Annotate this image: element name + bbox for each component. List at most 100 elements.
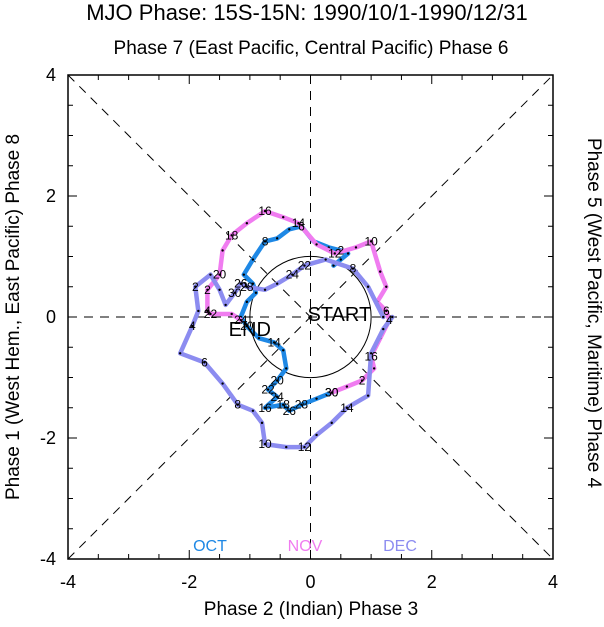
data-point-dec [178, 352, 182, 355]
day-label-oct: 26 [283, 404, 297, 418]
day-label-dec: 14 [340, 401, 354, 415]
day-label-nov: 16 [258, 204, 272, 218]
x-tick-label: -4 [60, 572, 76, 592]
day-label-dec: 22 [298, 259, 312, 273]
day-label-nov: 20 [213, 268, 227, 282]
data-point-oct [332, 264, 335, 267]
data-point-dec [315, 433, 318, 437]
top-axis-label: Phase 7 (East Pacific, Central Pacific) … [114, 38, 509, 59]
day-label-oct: 6 [298, 219, 305, 233]
data-point-dec [391, 315, 394, 319]
data-point-dec [260, 421, 264, 425]
data-point-nov [230, 234, 233, 237]
data-point-dec [203, 361, 206, 364]
data-point-nov [209, 312, 212, 316]
data-point-dec [236, 403, 239, 406]
x-tick-label: -2 [181, 572, 197, 592]
left-axis-label: Phase 1 (West Hem., East Pacific) Phase … [3, 134, 24, 500]
data-point-dec [324, 258, 327, 261]
data-point-nov [379, 270, 382, 273]
day-label-oct: 24 [270, 390, 284, 404]
day-label-oct: 22 [261, 383, 275, 397]
data-point-dec [285, 445, 288, 449]
data-point-oct [285, 367, 288, 370]
data-point-oct [263, 240, 267, 243]
data-point-nov [263, 209, 267, 213]
data-point-nov [230, 312, 233, 316]
data-point-nov [297, 222, 300, 225]
data-point-dec [382, 315, 385, 319]
data-point-dec [218, 288, 221, 291]
day-label-oct: 14 [267, 335, 281, 349]
data-point-oct [275, 237, 279, 240]
day-label-nov: 12 [328, 246, 342, 260]
day-label-dec: 8 [234, 398, 241, 412]
bottom-axis-label: Phase 2 (Indian) Phase 3 [204, 599, 418, 620]
x-tick-label: 4 [548, 572, 558, 592]
day-label-dec: 4 [189, 319, 196, 333]
day-label-nov: 4 [386, 313, 393, 327]
right-axis-label: Phase 5 (West Pacific, Maritime) Phase 4 [583, 138, 604, 489]
data-point-nov [360, 379, 364, 382]
day-label-oct: 2 [337, 243, 344, 257]
day-label-nov: 2 [359, 374, 366, 388]
end-label: END [229, 319, 271, 341]
data-point-oct [282, 349, 285, 352]
data-point-nov [221, 249, 224, 252]
data-point-dec [263, 442, 267, 446]
day-label-dec: 28 [240, 280, 254, 294]
day-label-dec: 2 [192, 280, 199, 294]
data-point-oct [266, 388, 270, 391]
data-point-oct [288, 409, 291, 412]
data-point-dec [366, 394, 370, 397]
day-label-oct: 18 [277, 398, 291, 412]
data-point-nov [345, 385, 349, 388]
data-point-dec [351, 267, 355, 270]
day-label-oct: 16 [258, 401, 272, 415]
data-point-nov [330, 391, 333, 394]
day-label-dec: 30 [228, 286, 242, 300]
data-point-oct [288, 228, 291, 231]
data-point-nov [239, 318, 242, 322]
day-label-nov: 22 [204, 307, 218, 321]
data-point-nov [385, 309, 388, 313]
start-label: START [307, 304, 371, 326]
data-point-dec [382, 327, 385, 331]
y-tick-label: 4 [46, 65, 56, 85]
data-point-oct [245, 324, 249, 328]
day-label-dec: 8 [350, 262, 357, 276]
day-label-dec: 26 [234, 277, 248, 291]
data-point-nov [354, 246, 358, 249]
data-point-oct [282, 403, 285, 406]
data-point-oct [275, 379, 279, 382]
data-point-dec [251, 409, 255, 412]
day-label-oct: 8 [262, 234, 269, 248]
data-point-nov [218, 273, 221, 276]
guide-diagonal-2 [67, 74, 554, 560]
data-point-dec [245, 285, 249, 288]
data-point-dec [330, 421, 333, 425]
legend-dec: DEC [383, 538, 417, 555]
data-point-nov [282, 215, 285, 219]
data-point-oct [339, 258, 343, 261]
series-layer [177, 208, 395, 450]
day-label-nov: 6 [383, 304, 390, 318]
data-point-dec [345, 406, 349, 409]
data-point-nov [315, 243, 318, 246]
day-label-oct: 20 [240, 319, 254, 333]
day-label-nov: 10 [364, 234, 378, 248]
data-point-nov [206, 288, 209, 291]
x-tick-label: 0 [305, 572, 315, 592]
day-label-dec: 24 [286, 268, 300, 282]
data-point-dec [194, 285, 197, 288]
data-point-dec [239, 282, 242, 285]
y-tick-label: 0 [46, 307, 56, 327]
data-point-oct [275, 395, 279, 399]
data-point-dec [366, 285, 370, 288]
day-label-nov: 14 [292, 216, 306, 230]
